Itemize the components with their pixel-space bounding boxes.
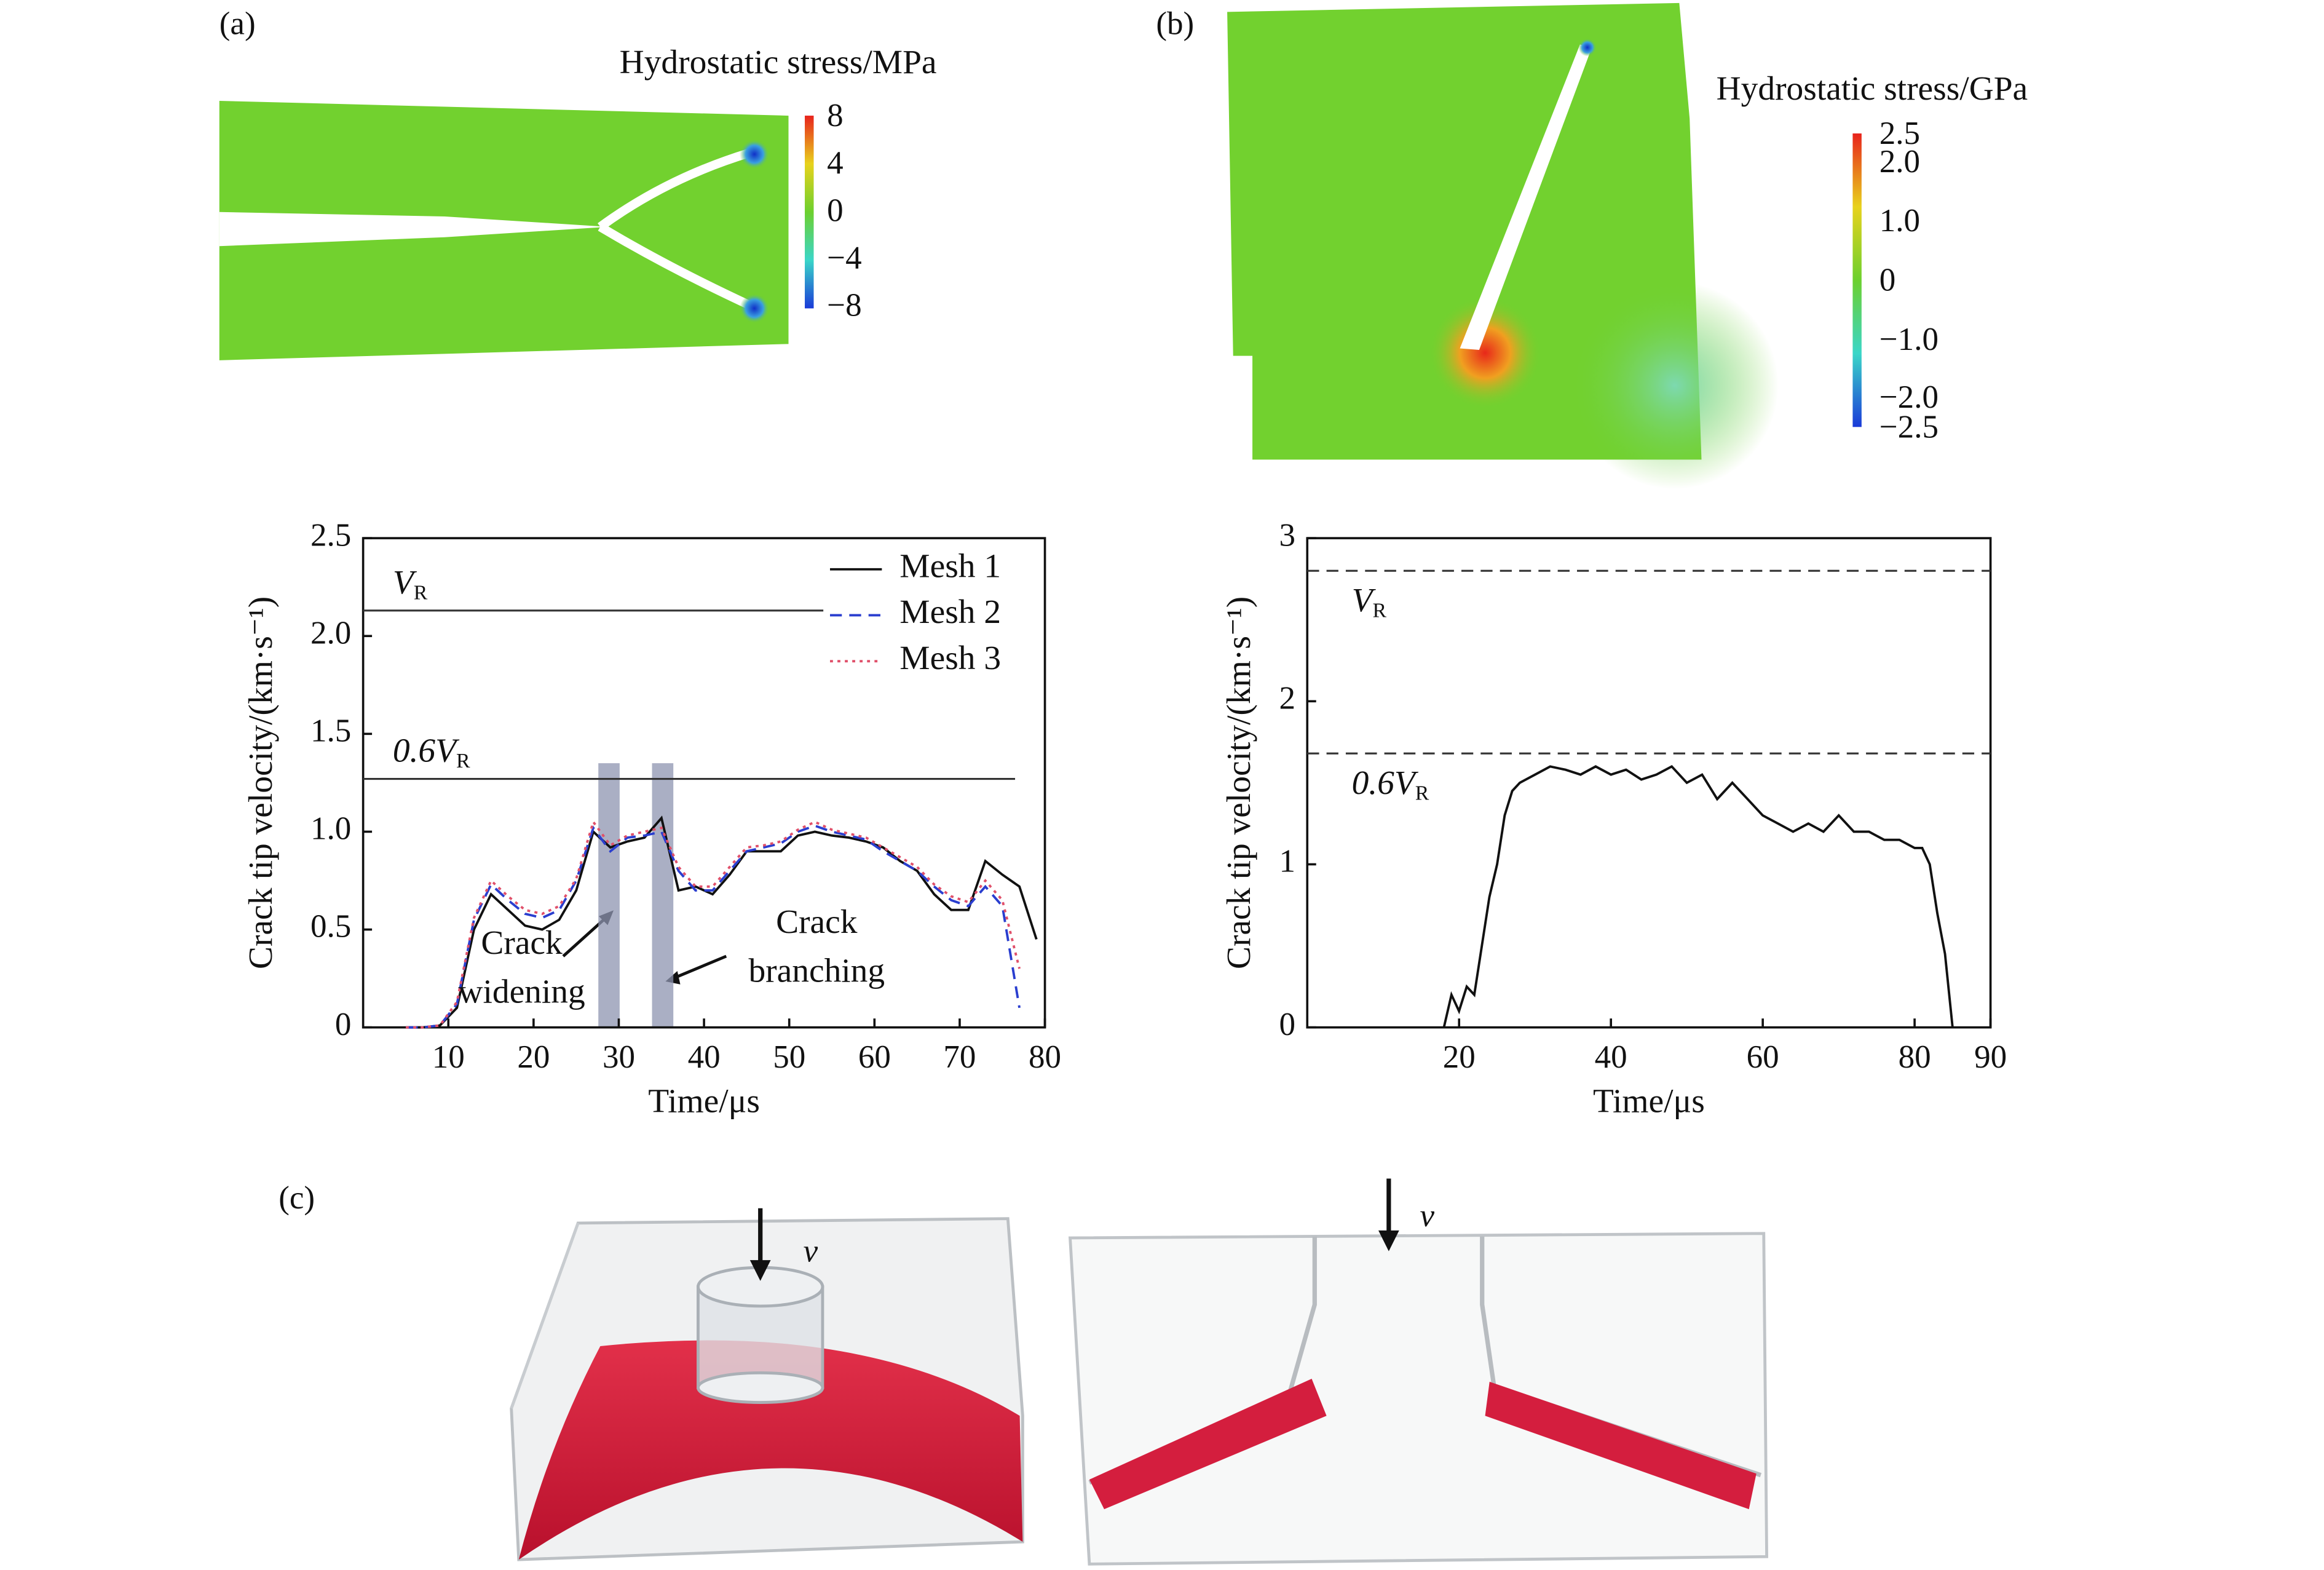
- y-axis-title: Crack tip velocity/(km·s⁻¹): [242, 597, 279, 969]
- x-tick-label: 40: [1595, 1039, 1627, 1075]
- x-axis-title: Time/μs: [648, 1082, 760, 1120]
- annotation: widening: [458, 972, 585, 1010]
- colorbar-label: 4: [827, 145, 844, 181]
- colorbar-label: 2.5: [1879, 116, 1920, 151]
- x-axis-title: Time/μs: [1593, 1082, 1705, 1120]
- x-tick-label: 80: [1029, 1039, 1061, 1075]
- x-tick-label: 40: [688, 1039, 721, 1075]
- y-tick-label: 3: [1279, 517, 1295, 553]
- y-tick-label: 2.5: [310, 517, 351, 553]
- y-tick-label: 2.0: [310, 615, 351, 651]
- y-tick-label: 0: [1279, 1007, 1295, 1042]
- reference-label-main: V: [393, 563, 417, 601]
- legend-label: Mesh 2: [899, 593, 1001, 630]
- colorbar-label: 0: [1879, 263, 1896, 298]
- x-tick-label: 70: [943, 1039, 976, 1075]
- highlight-band: [598, 763, 620, 1028]
- x-tick-label: 90: [1974, 1039, 2007, 1075]
- x-tick-label: 80: [1899, 1039, 1931, 1075]
- x-tick-label: 50: [773, 1039, 805, 1075]
- x-tick-label: 60: [858, 1039, 891, 1075]
- contour-b: Hydrostatic stress/GPa: [1227, 2, 2028, 490]
- colorbar-label: −8: [827, 288, 861, 323]
- colorbar-label: −2.5: [1879, 409, 1939, 445]
- highlight-band: [652, 763, 674, 1028]
- reference-label: VR: [393, 563, 428, 604]
- x-tick-label: 60: [1747, 1039, 1779, 1075]
- panel-label: (b): [1156, 6, 1194, 42]
- model-3d-left: v: [510, 1208, 1024, 1561]
- reference-label: 0.6VR: [393, 731, 470, 772]
- annotation: Crack: [776, 903, 858, 940]
- colorbar-label: 2.0: [1879, 144, 1920, 180]
- reference-label-sub: R: [456, 750, 470, 772]
- annotation: Crack: [481, 924, 563, 961]
- x-tick-label: 20: [1443, 1039, 1476, 1075]
- y-tick-label: 1.5: [310, 713, 351, 749]
- contour-a: Hydrostatic stress/MPa: [219, 43, 937, 360]
- colorbar-label: 0: [827, 192, 844, 228]
- series-line: [406, 815, 1038, 1029]
- model-3d-right: v: [1068, 1178, 1769, 1566]
- velocity-label: v: [804, 1234, 818, 1269]
- y-tick-label: 0: [335, 1007, 352, 1042]
- x-tick-label: 30: [603, 1039, 635, 1075]
- colorbar-title: Hydrostatic stress/MPa: [620, 43, 937, 81]
- y-tick-label: 1: [1279, 844, 1295, 879]
- reference-label-sub: R: [1415, 782, 1429, 804]
- reference-label-main: 0.6V: [393, 731, 460, 769]
- series-line: [1442, 764, 1954, 1028]
- y-tick-label: 0.5: [310, 909, 351, 945]
- legend-label: Mesh 3: [899, 639, 1001, 676]
- annotation-arrows: [562, 910, 727, 985]
- x-tick-label: 20: [517, 1039, 550, 1075]
- reference-label: 0.6VR: [1352, 764, 1429, 804]
- reference-label-main: V: [1352, 581, 1377, 619]
- colorbar-label: 8: [827, 98, 844, 133]
- y-tick-label: 1.0: [310, 811, 351, 847]
- x-tick-label: 10: [432, 1039, 465, 1075]
- series-line: [406, 824, 1021, 1029]
- colorbar-label: −1.0: [1879, 322, 1939, 357]
- panel-label: (a): [219, 6, 256, 42]
- panel-label: (c): [279, 1180, 315, 1216]
- colorbar-label: 1.0: [1879, 203, 1920, 239]
- velocity-label: v: [1420, 1198, 1434, 1234]
- plot-frame: [1306, 537, 1992, 1029]
- y-tick-label: 2: [1279, 680, 1295, 716]
- annotation: branching: [748, 952, 885, 989]
- colorbar-label: −2.0: [1879, 379, 1939, 415]
- colorbar-title: Hydrostatic stress/GPa: [1717, 69, 2028, 107]
- reference-label-sub: R: [1372, 599, 1386, 622]
- legend-label: Mesh 1: [899, 547, 1001, 584]
- y-axis-title: Crack tip velocity/(km·s⁻¹): [1220, 597, 1257, 969]
- reference-label-main: 0.6V: [1352, 764, 1419, 801]
- colorbar-label: −4: [827, 240, 861, 276]
- reference-label-sub: R: [414, 581, 428, 604]
- reference-label: VR: [1352, 581, 1387, 622]
